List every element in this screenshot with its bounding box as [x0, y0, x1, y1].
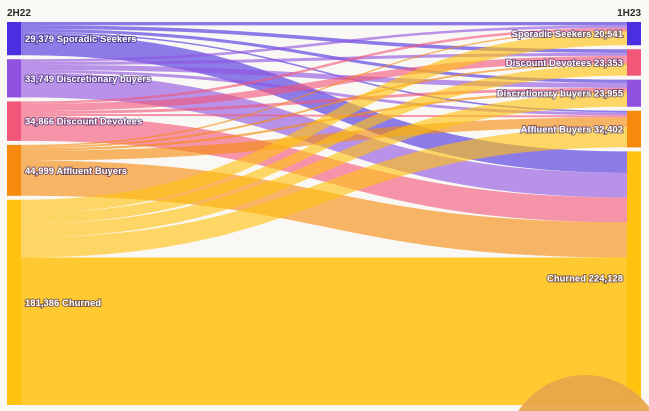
column-label-right: 1H23: [617, 8, 641, 19]
sankey-node-left: [7, 101, 21, 141]
sankey-link: [21, 55, 627, 112]
sankey-link: [21, 64, 627, 224]
sankey-node-right: [627, 110, 641, 148]
sankey-node-label-right: Sporadic Seekers 20,541: [512, 29, 624, 40]
sankey-node-label-right: Discretionary buyers 23,955: [497, 89, 624, 100]
sankey-node-left: [7, 59, 21, 98]
sankey-node-right: [627, 22, 641, 46]
sankey-link: [21, 31, 627, 214]
sankey-links: [21, 22, 627, 405]
sankey-link: [21, 93, 627, 238]
sankey-link: [21, 257, 627, 405]
sankey-link: [21, 33, 627, 173]
sankey-node-label-left: 33,749 Discretionary buyers: [25, 74, 151, 85]
sankey-link: [21, 32, 627, 113]
sankey-node-label-left: 44,999 Affluent Buyers: [25, 166, 127, 177]
sankey-link: [21, 117, 627, 161]
sankey-node-left: [7, 22, 21, 56]
sankey-labels: 29,379 Sporadic Seekers 33,749 Discretion…: [24, 28, 625, 310]
sankey-link: [21, 27, 627, 104]
sankey-node-right: [627, 49, 641, 76]
sankey-node-label-left: 34,866 Discount Devotees: [25, 117, 142, 128]
sankey-link: [21, 87, 627, 114]
sankey-link: [21, 29, 627, 83]
sankey-node-label-right: Discount Devotees 23,353: [506, 58, 623, 69]
sankey-link: [21, 30, 627, 147]
sankey-node-right: [627, 151, 641, 405]
sankey-node-label-left: 181,386 Churned: [25, 298, 101, 309]
sankey-link: [21, 63, 627, 149]
sankey-node-right: [627, 79, 641, 107]
sankey-link: [21, 127, 627, 258]
sankey-link: [21, 22, 627, 26]
sankey-link: [21, 25, 627, 53]
sankey-link: [21, 69, 627, 116]
sankey-node-left: [7, 199, 21, 405]
sankey-node-left: [7, 144, 21, 196]
decorative-orange-blob: [518, 375, 649, 411]
sankey-link: [21, 25, 627, 62]
sankey-nodes: [7, 22, 641, 405]
sankey-node-label-left: 29,379 Sporadic Seekers: [25, 34, 136, 45]
column-label-left: 2H22: [7, 8, 31, 19]
sankey-node-label-right: Affluent Buyers 32,402: [521, 125, 623, 136]
sankey-node-label-right: Churned 224,128: [547, 274, 623, 285]
